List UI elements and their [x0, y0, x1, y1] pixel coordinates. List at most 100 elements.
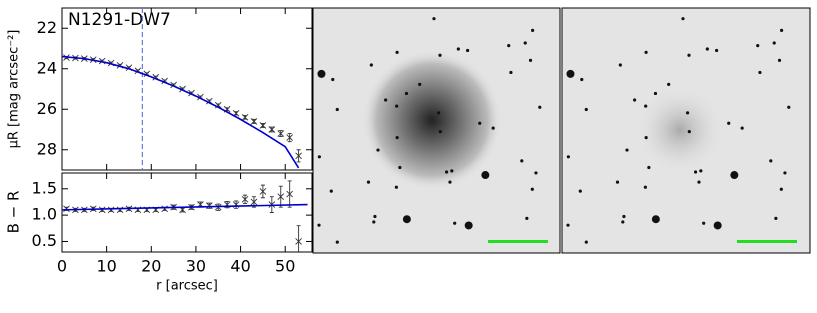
bottom-frame: [61, 172, 313, 253]
star: [450, 169, 454, 173]
star: [566, 69, 575, 78]
star: [335, 107, 339, 112]
star: [615, 180, 620, 184]
data-point: [143, 206, 151, 214]
star: [633, 98, 637, 102]
x-tick-label: 30: [186, 257, 206, 276]
star: [523, 41, 527, 45]
data-point: [295, 225, 302, 252]
star: [481, 171, 490, 180]
star: [566, 223, 570, 227]
star: [534, 171, 538, 175]
data-point: [277, 185, 285, 208]
star: [643, 185, 647, 189]
y-tick-label: 1.0: [32, 205, 57, 224]
star: [538, 105, 542, 109]
star: [525, 216, 529, 220]
top-frame: [61, 7, 313, 171]
star: [687, 130, 691, 134]
data-point: [179, 85, 186, 93]
star: [394, 185, 398, 189]
y-axis-label: B − R: [5, 191, 23, 234]
data-point: [197, 93, 204, 101]
x-tick-label: 20: [141, 257, 161, 276]
data-point: [170, 81, 177, 89]
star: [687, 53, 691, 57]
data-point: [259, 184, 267, 199]
residual-image: [561, 7, 811, 254]
star: [402, 215, 411, 224]
y-tick-label: 24: [37, 58, 57, 77]
star: [618, 63, 622, 67]
star: [507, 44, 511, 48]
star: [369, 63, 373, 67]
star: [317, 223, 321, 227]
data-point: [134, 206, 142, 214]
star: [448, 180, 452, 184]
y-tick-label: 28: [37, 139, 57, 158]
star: [713, 221, 722, 230]
data-point: [197, 201, 204, 208]
star: [667, 82, 671, 86]
star: [438, 130, 442, 134]
star: [530, 187, 534, 191]
data-point: [259, 122, 267, 129]
star: [436, 111, 441, 115]
data-point: [116, 206, 124, 214]
plot-area: [62, 8, 302, 170]
star: [509, 70, 513, 75]
star: [395, 104, 399, 108]
star: [528, 58, 533, 62]
star: [335, 240, 339, 244]
data-point: [286, 180, 293, 208]
star: [317, 155, 321, 159]
data-point: [206, 202, 213, 209]
star: [584, 107, 588, 112]
star: [681, 17, 685, 21]
star: [444, 170, 449, 174]
y-tick-label: 26: [37, 99, 57, 118]
star: [398, 165, 402, 170]
data-point: [143, 70, 151, 78]
star: [779, 187, 783, 191]
star: [772, 41, 776, 45]
star: [644, 50, 648, 54]
star: [702, 221, 706, 225]
star: [584, 240, 588, 244]
star: [740, 126, 744, 130]
y-tick-label: 0.5: [32, 231, 57, 250]
data-point: [286, 133, 293, 143]
star: [685, 111, 690, 115]
data-point: [223, 105, 231, 113]
x-tick-label: 10: [96, 257, 116, 276]
star: [780, 28, 784, 32]
data-point: [206, 97, 213, 105]
star: [520, 159, 524, 163]
model-line: [62, 203, 308, 211]
star: [464, 221, 473, 230]
star: [647, 165, 651, 170]
star: [777, 58, 782, 62]
star: [384, 98, 388, 102]
y-tick-label: 22: [37, 18, 57, 37]
star: [651, 215, 660, 224]
star: [699, 169, 703, 173]
star: [787, 105, 791, 109]
star: [653, 91, 658, 96]
star: [438, 53, 442, 57]
data-point: [295, 149, 302, 163]
star: [373, 214, 377, 219]
model-line: [62, 55, 300, 169]
star: [783, 171, 787, 175]
data-point: [223, 200, 231, 209]
star: [578, 189, 582, 193]
plot-area: [62, 180, 308, 252]
star: [372, 220, 376, 224]
star: [456, 47, 460, 51]
star: [395, 50, 399, 54]
x-tick-label: 50: [275, 257, 295, 276]
star: [622, 214, 626, 219]
star: [466, 48, 470, 53]
y-tick-label: 1.5: [32, 178, 57, 197]
